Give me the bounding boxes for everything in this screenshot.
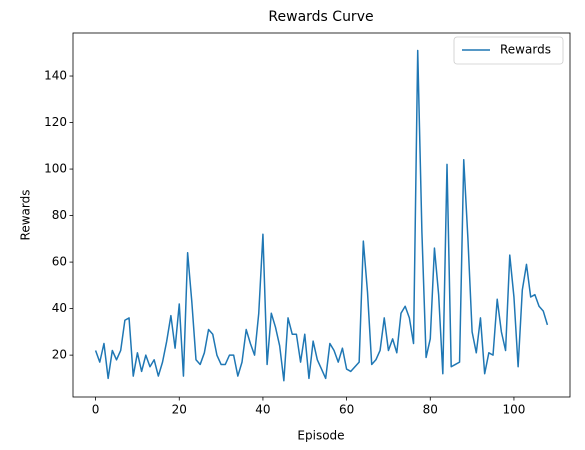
legend-box [453, 36, 564, 65]
y-tick-label: 140 [44, 69, 67, 83]
y-axis-label: Rewards [19, 190, 33, 241]
x-tick-label: 80 [423, 403, 438, 417]
legend-label: Rewards [500, 43, 551, 57]
x-tick-label: 60 [339, 403, 354, 417]
data-line [94, 49, 549, 382]
y-tick-label: 80 [52, 208, 67, 222]
x-tick-label: 100 [502, 403, 525, 417]
y-tick-label: 60 [52, 255, 67, 269]
y-tick-label: 120 [44, 115, 67, 129]
y-tick-label: 20 [52, 348, 67, 362]
x-tick-label: 40 [255, 403, 270, 417]
chart-title: Rewards Curve [268, 9, 373, 25]
y-tick-label: 100 [44, 162, 67, 176]
x-tick-label: 0 [92, 403, 100, 417]
plot-frame [72, 32, 571, 398]
y-tick-label: 40 [52, 301, 67, 315]
x-tick-label: 20 [172, 403, 187, 417]
x-axis-label: Episode [297, 429, 344, 443]
